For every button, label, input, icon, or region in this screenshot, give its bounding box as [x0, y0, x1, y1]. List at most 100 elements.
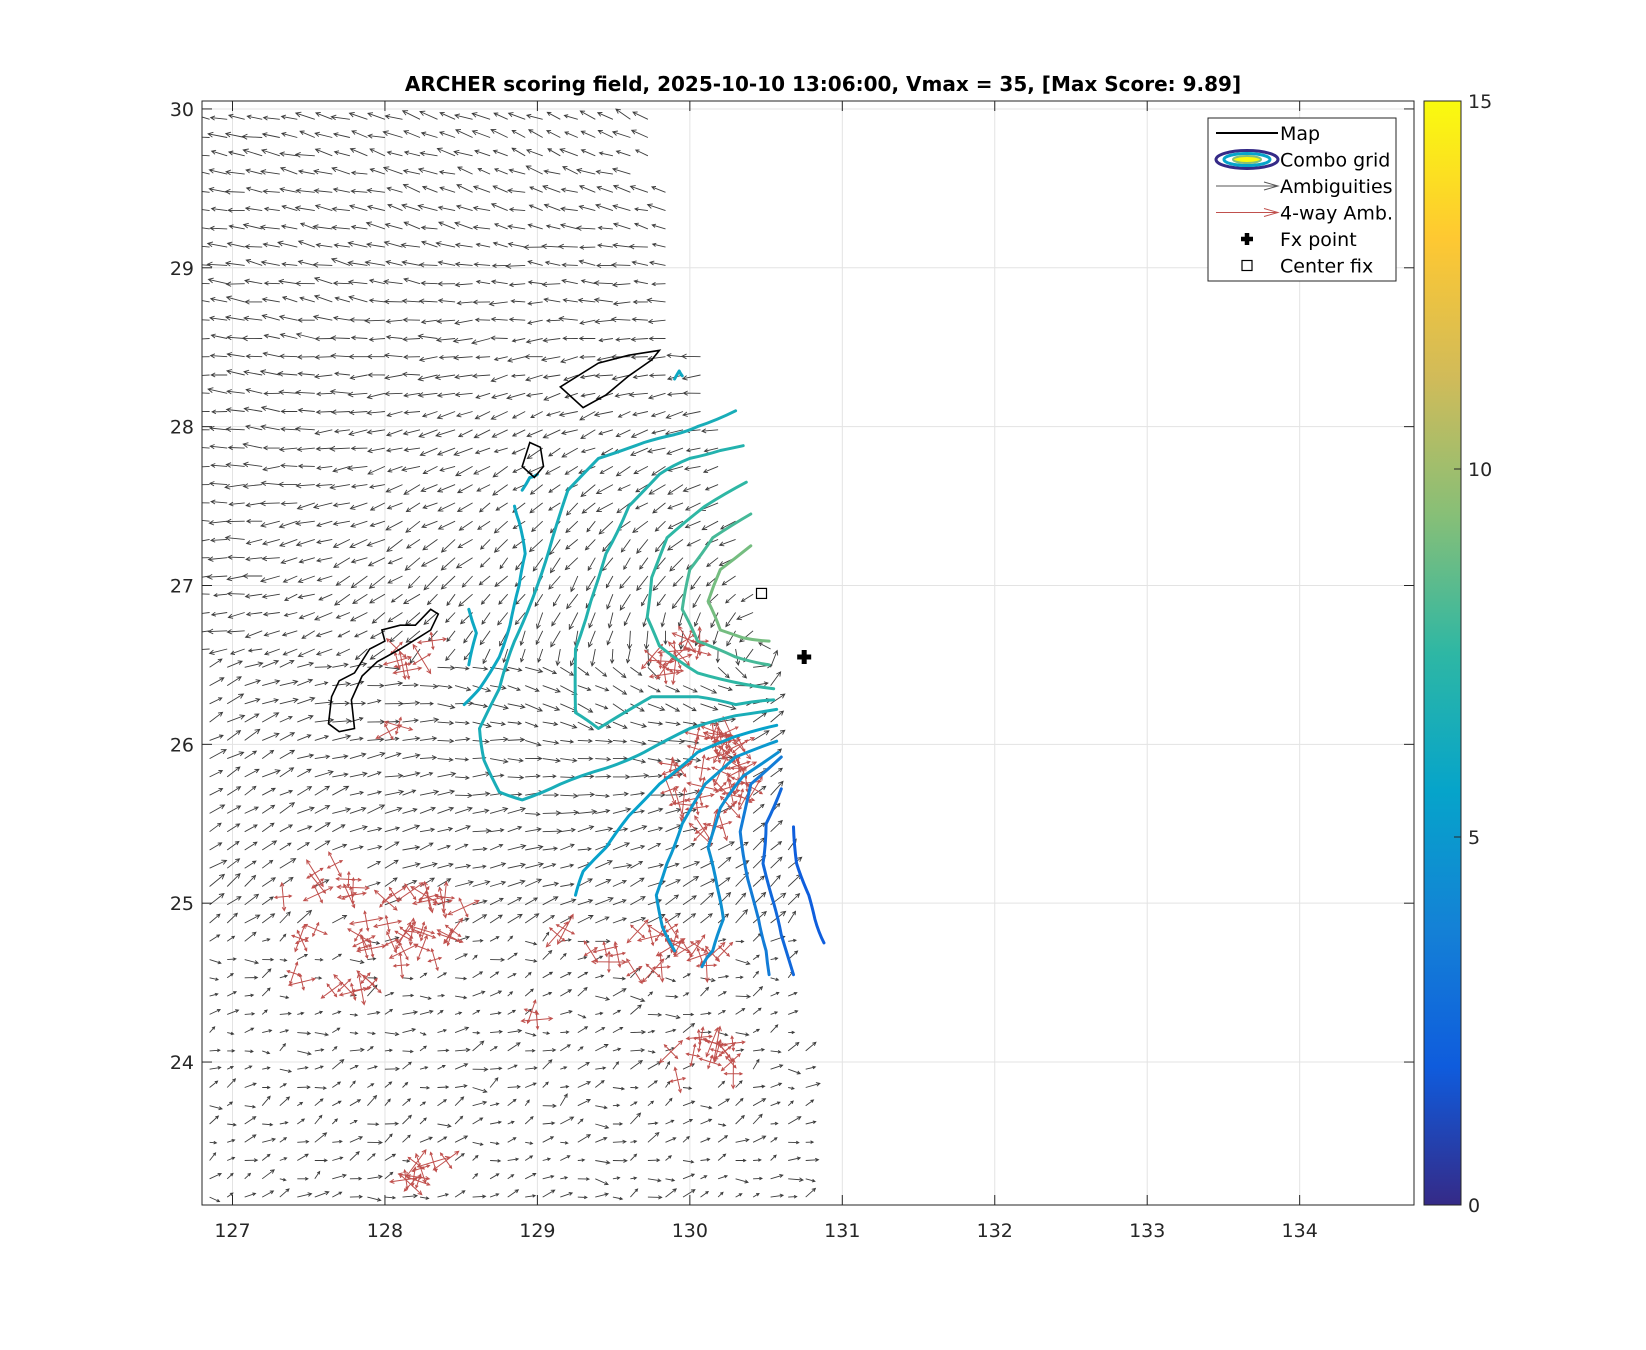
ambiguity-arrow-1689 [245, 168, 263, 175]
ambiguity-arrow-1247 [367, 465, 386, 475]
ambiguity-arrow-587 [770, 856, 783, 869]
ambiguity-arrow-45 [384, 1171, 394, 1180]
ambiguity-arrow-794 [577, 738, 593, 744]
ambiguity-arrow-185 [489, 1102, 500, 1107]
ambiguity-arrow-1522 [632, 299, 648, 305]
ambiguity-arrow-1714 [242, 148, 263, 157]
ambiguity-arrow-642 [542, 828, 563, 834]
ambiguity-arrow-129 [735, 1138, 750, 1143]
ambiguity-arrow-905 [279, 659, 295, 668]
ambiguity-arrow-1507 [368, 298, 385, 303]
ambiguity-arrow-1650 [508, 207, 526, 212]
ambiguity-arrow-746 [261, 749, 275, 759]
ambiguity-arrow-1761 [611, 130, 631, 138]
ambiguity-arrow-516 [595, 897, 614, 906]
ambiguity-arrow-1459 [471, 338, 491, 345]
ambiguity-arrow-1578 [202, 245, 210, 248]
ambiguity-arrow-1616 [384, 222, 403, 230]
ambiguity-arrow-918 [542, 666, 558, 675]
ambiguity-arrow-1190 [422, 502, 438, 509]
ambiguity-arrow-1407 [579, 374, 596, 380]
ambiguity-arrow-428 [770, 977, 780, 982]
ambiguity-arrow-1492 [579, 319, 596, 325]
ambiguity-arrow-1771 [330, 114, 350, 121]
ambiguity-arrow-1630 [633, 222, 649, 230]
ambiguity-arrow-10 [384, 1195, 397, 1200]
ambiguity-arrow-1273 [296, 446, 315, 452]
ambiguity-arrow-1637 [281, 204, 298, 212]
ambiguity-arrow-1700 [438, 169, 456, 175]
ambiguity-arrow-977 [550, 630, 561, 648]
ambiguity-arrow-1317 [542, 429, 561, 439]
ambiguity-arrow-167 [787, 1116, 802, 1125]
four-way-arrow-46 [320, 981, 344, 999]
ambiguity-arrow-1499 [225, 295, 245, 303]
ambiguity-arrow-337 [227, 1009, 240, 1015]
ambiguity-arrow-466 [542, 931, 550, 942]
ambiguity-arrow-1097 [420, 557, 438, 567]
ambiguity-arrow-695 [402, 789, 417, 796]
ambiguity-arrow-1070 [494, 575, 508, 588]
ambiguity-arrow-1592 [435, 241, 456, 248]
ambiguity-arrow-1161 [458, 520, 473, 531]
ambiguity-arrow-175 [314, 1098, 324, 1107]
ambiguity-arrow-1346 [530, 411, 543, 418]
ambiguity-arrow-850 [472, 703, 489, 709]
ambiguity-arrow-1518 [562, 298, 578, 303]
ambiguity-arrow-1481 [385, 318, 403, 324]
ambiguity-arrow-1124 [349, 538, 368, 548]
ambiguity-arrow-1452 [350, 335, 368, 341]
ambiguity-arrow-894 [665, 685, 681, 693]
ambiguity-arrow-136 [244, 1116, 257, 1125]
ambiguity-arrow-349 [437, 1009, 444, 1015]
ambiguity-arrow-333 [752, 1028, 761, 1033]
ambiguity-arrow-1299 [225, 426, 245, 432]
ambiguity-arrow-637 [454, 825, 472, 833]
ambiguity-arrow-140 [314, 1114, 323, 1125]
ambiguity-arrow-223 [542, 1081, 549, 1088]
ambiguity-arrow-853 [525, 703, 544, 712]
ambiguity-arrow-1122 [316, 538, 333, 545]
ambiguity-arrow-458 [279, 933, 287, 942]
ambiguity-arrow-1488 [508, 317, 526, 322]
ambiguity-arrow-1126 [386, 539, 403, 553]
ambiguity-arrow-1018 [710, 612, 719, 629]
ambiguity-arrow-500 [752, 910, 767, 924]
ambiguity-arrow-58 [682, 1173, 696, 1180]
ambiguity-arrow-271 [227, 1049, 236, 1053]
ambiguity-arrow-1026 [284, 593, 298, 601]
ambiguity-arrow-1649 [490, 203, 508, 212]
ambiguity-arrow-480 [279, 911, 291, 924]
ambiguity-arrow-444 [525, 959, 538, 963]
ambiguity-arrow-599 [384, 841, 400, 851]
ambiguity-arrow-1193 [478, 502, 491, 513]
ambiguity-arrow-1614 [350, 224, 368, 230]
ambiguity-arrow-933 [263, 648, 280, 656]
ambiguity-arrow-645 [595, 826, 614, 833]
ambiguity-arrow-1511 [437, 298, 456, 304]
ambiguity-arrow-1670 [386, 186, 403, 193]
ambiguity-arrow-1381 [628, 391, 648, 398]
ambiguity-arrow-744 [227, 751, 245, 760]
ambiguity-arrow-1101 [499, 557, 509, 570]
ambiguity-arrow-1287 [548, 447, 561, 457]
ambiguity-arrow-1387 [226, 369, 245, 376]
ambiguity-arrow-571 [489, 862, 507, 869]
ambiguity-arrow-655 [244, 806, 260, 814]
ambiguity-arrow-1121 [295, 538, 315, 547]
ambiguity-arrow-176 [332, 1100, 342, 1107]
ambiguity-arrow-573 [525, 862, 545, 869]
ambiguity-arrow-1055 [226, 575, 245, 582]
ambiguity-arrow-490 [577, 915, 594, 924]
ambiguity-arrow-1684 [629, 185, 649, 193]
ambiguity-arrow-854 [542, 703, 561, 711]
ambiguity-arrow-561 [244, 860, 257, 869]
ambiguity-arrow-212 [349, 1080, 356, 1088]
ambiguity-arrow-913 [455, 666, 470, 671]
ambiguity-arrow-1512 [456, 300, 473, 306]
ambiguity-arrow-1531 [313, 276, 333, 285]
ambiguity-arrow-1624 [527, 223, 543, 230]
ambiguity-arrow-1382 [647, 392, 666, 400]
ambiguity-arrow-521 [682, 895, 697, 906]
ambiguity-arrow-962 [281, 630, 298, 637]
